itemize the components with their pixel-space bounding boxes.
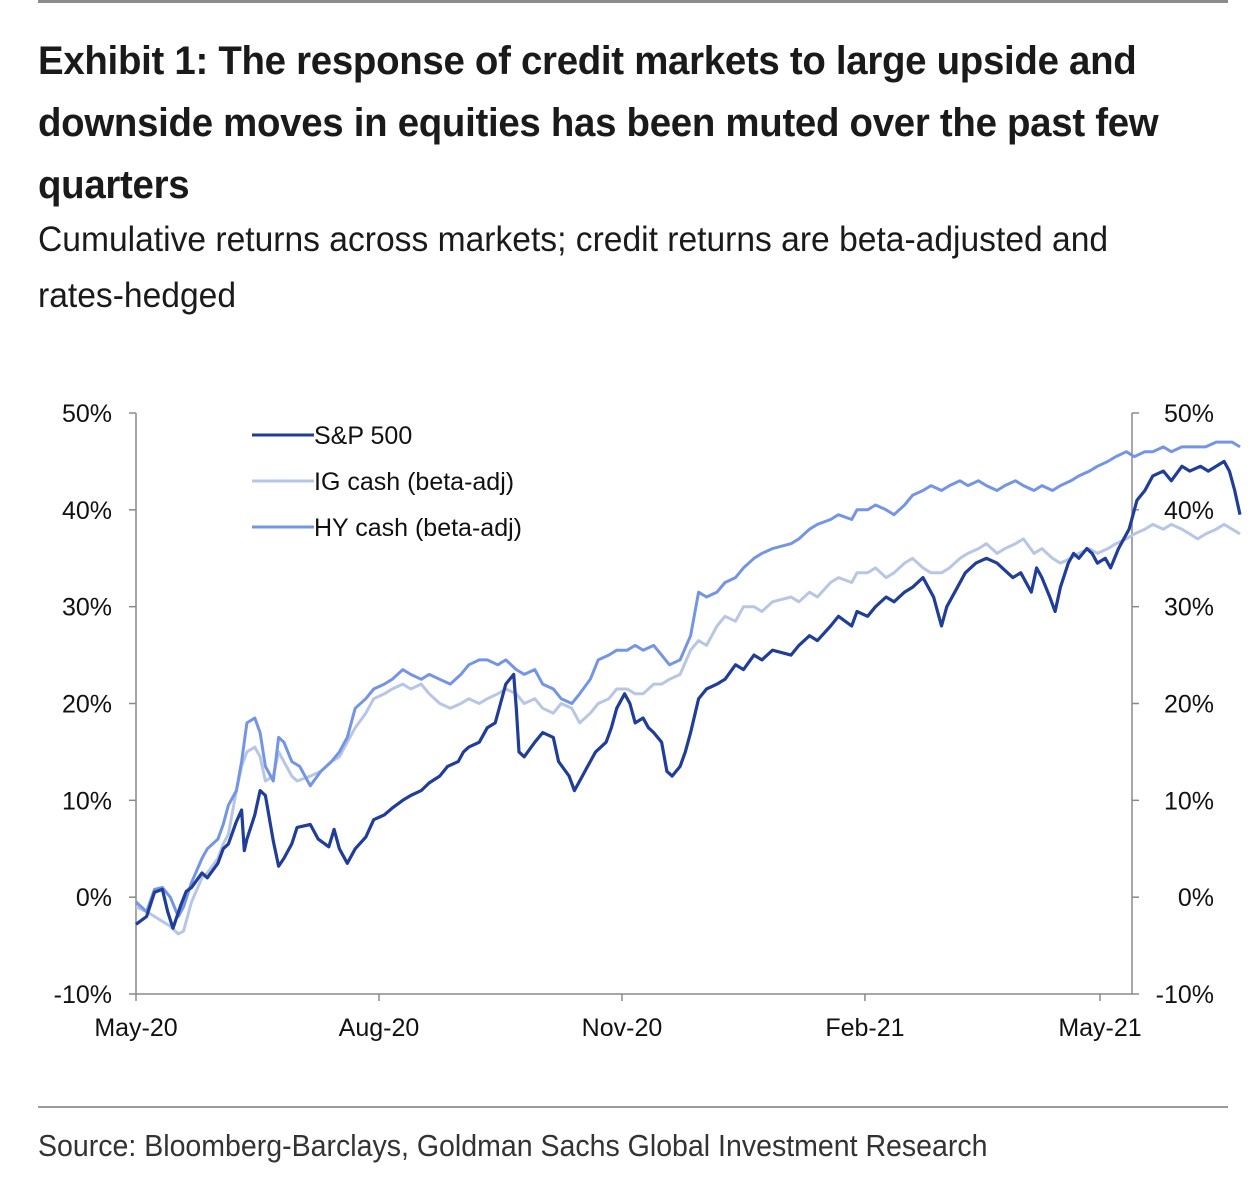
y-tick-label-right: 40% [1164, 497, 1214, 525]
y-tick-label-left: 40% [62, 497, 112, 525]
y-tick-label-left: 10% [62, 787, 112, 815]
y-tick-label-right: 0% [1178, 884, 1214, 912]
bottom-rule [38, 1106, 1228, 1108]
y-tick-label-left: 20% [62, 691, 112, 719]
y-tick-label-left: 50% [62, 400, 112, 428]
series-line-ig-cash [135, 522, 1241, 936]
x-tick-label: Aug-20 [339, 1014, 420, 1042]
y-tick-label-left: -10% [54, 981, 112, 1009]
x-tick-label: Feb-21 [825, 1014, 904, 1042]
series-line-sp500 [135, 459, 1242, 930]
y-tick-label-right: 10% [1164, 787, 1214, 815]
chart-title: Exhibit 1: The response of credit market… [38, 39, 1159, 207]
chart-subtitle: Cumulative returns across markets; credi… [38, 220, 1109, 315]
top-rule [38, 0, 1228, 3]
x-tick-label: May-20 [94, 1014, 177, 1042]
legend-label: S&P 500 [314, 422, 412, 450]
y-tick-label-left: 30% [62, 594, 112, 622]
x-tick-label: Nov-20 [582, 1014, 663, 1042]
legend-label: IG cash (beta-adj) [314, 468, 514, 496]
series-line-hy-cash [134, 440, 1241, 918]
y-tick-label-right: 20% [1164, 691, 1214, 719]
y-tick-label-right: -10% [1156, 981, 1214, 1009]
y-tick-label-left: 0% [76, 884, 112, 912]
x-tick-label: May-21 [1058, 1014, 1141, 1042]
line-chart: -10% -10% 0% 0% 10% 10% 20% 20% 30% 30% 40% 40% 50% 5… [54, 400, 1242, 1042]
y-tick-label-right: 50% [1164, 400, 1214, 428]
legend-label: HY cash (beta-adj) [314, 514, 522, 542]
y-tick-label-right: 30% [1164, 594, 1214, 622]
source-note: Source: Bloomberg-Barclays, Goldman Sach… [38, 1128, 988, 1163]
